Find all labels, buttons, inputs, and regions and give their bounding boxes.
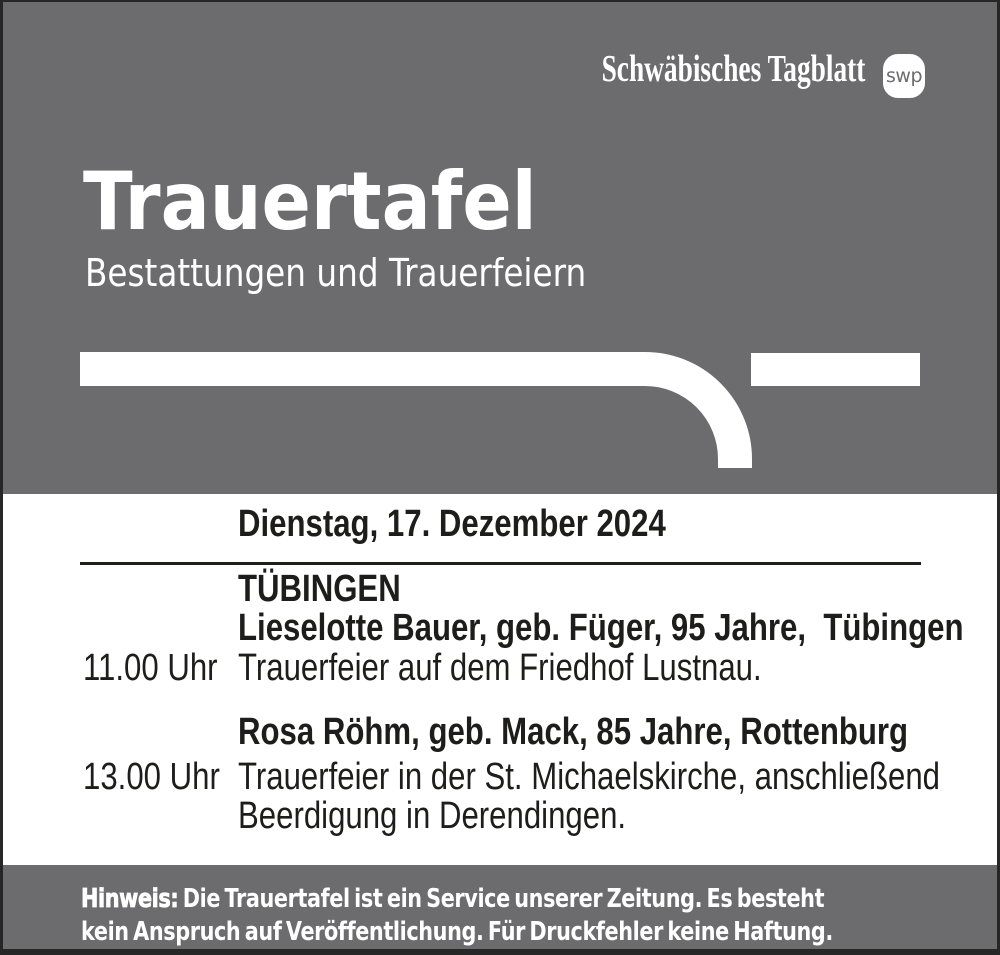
swp-logo-text: swp [886,64,923,87]
swp-logo: swp [883,54,925,98]
ceremony-time: 11.00 Uhr [83,647,218,689]
notice-prefix: Hinweis: [81,884,179,915]
notice-line2: kein Anspruch auf Veröffentlichung. Für … [81,917,833,947]
date-text: Dienstag, 17. Dezember 2024 [238,503,666,545]
city-text: TÜBINGEN [238,568,401,610]
newspaper-name: Schwäbisches Tagblatt [601,48,865,90]
divider-line [80,562,921,565]
curved-line-graphic [80,352,920,468]
ceremony-details: Trauerfeier auf dem Friedhof Lustnau. [238,649,877,688]
right-bar-segment [751,353,920,386]
disclaimer-notice: Hinweis: Die Trauertafel ist ein Service… [81,883,997,949]
page-subtitle: Bestattungen und Trauerfeiern [85,251,587,295]
ceremony-detail-line: Beerdigung in Derendingen. [238,795,627,837]
content-section: Dienstag, 17. Dezember 2024 TÜBINGEN Lie… [3,494,997,865]
ceremony-detail-line: Trauerfeier in der St. Michaelskirche, a… [238,756,940,798]
ceremony-detail-line: Trauerfeier auf dem Friedhof Lustnau. [238,647,762,689]
header-section: Schwäbisches Tagblatt swp Trauertafel Be… [3,2,997,494]
deceased-name: Lieselotte Bauer, geb. Füger, 95 Jahre, … [238,607,964,649]
notice-line1: Die Trauertafel ist ein Service unserer … [178,884,825,914]
footer-section: Hinweis: Die Trauertafel ist ein Service… [3,865,997,949]
ceremony-details: Trauerfeier in der St. Michaelskirche, a… [238,756,997,837]
page-title: Trauertafel [83,155,537,248]
deceased-name: Rosa Röhm, geb. Mack, 85 Jahre, Rottenbu… [238,711,909,753]
curve-stroke [80,352,752,468]
ceremony-time: 13.00 Uhr [83,756,220,798]
